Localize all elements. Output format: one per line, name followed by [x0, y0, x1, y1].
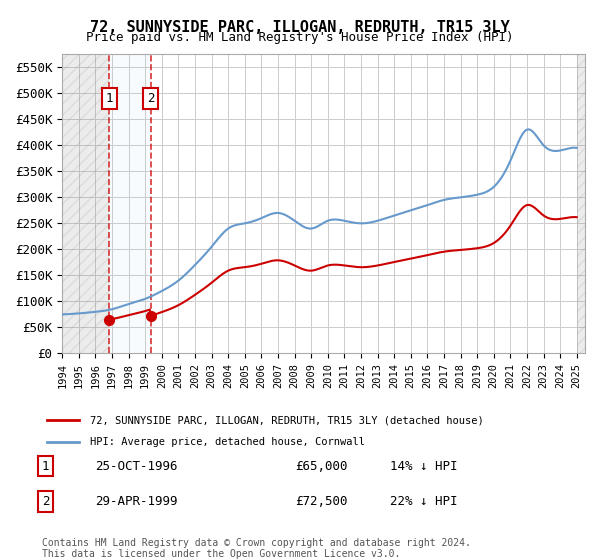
- Bar: [577, 54, 585, 353]
- Text: 29-APR-1999: 29-APR-1999: [95, 495, 178, 508]
- Text: 25-OCT-1996: 25-OCT-1996: [95, 460, 178, 473]
- Text: 72, SUNNYSIDE PARC, ILLOGAN, REDRUTH, TR15 3LY (detached house): 72, SUNNYSIDE PARC, ILLOGAN, REDRUTH, TR…: [89, 415, 483, 425]
- Bar: [109, 54, 151, 353]
- Text: 2: 2: [147, 92, 154, 105]
- Text: Price paid vs. HM Land Registry's House Price Index (HPI): Price paid vs. HM Land Registry's House …: [86, 31, 514, 44]
- Text: 14% ↓ HPI: 14% ↓ HPI: [391, 460, 458, 473]
- Text: 72, SUNNYSIDE PARC, ILLOGAN, REDRUTH, TR15 3LY: 72, SUNNYSIDE PARC, ILLOGAN, REDRUTH, TR…: [90, 20, 510, 35]
- Text: £65,000: £65,000: [295, 460, 348, 473]
- Text: 2: 2: [42, 495, 50, 508]
- Text: 22% ↓ HPI: 22% ↓ HPI: [391, 495, 458, 508]
- Bar: [62, 54, 109, 353]
- Text: £72,500: £72,500: [295, 495, 348, 508]
- Text: Contains HM Land Registry data © Crown copyright and database right 2024.
This d: Contains HM Land Registry data © Crown c…: [42, 538, 471, 559]
- Text: 1: 1: [42, 460, 50, 473]
- Text: HPI: Average price, detached house, Cornwall: HPI: Average price, detached house, Corn…: [89, 437, 365, 447]
- Text: 1: 1: [105, 92, 113, 105]
